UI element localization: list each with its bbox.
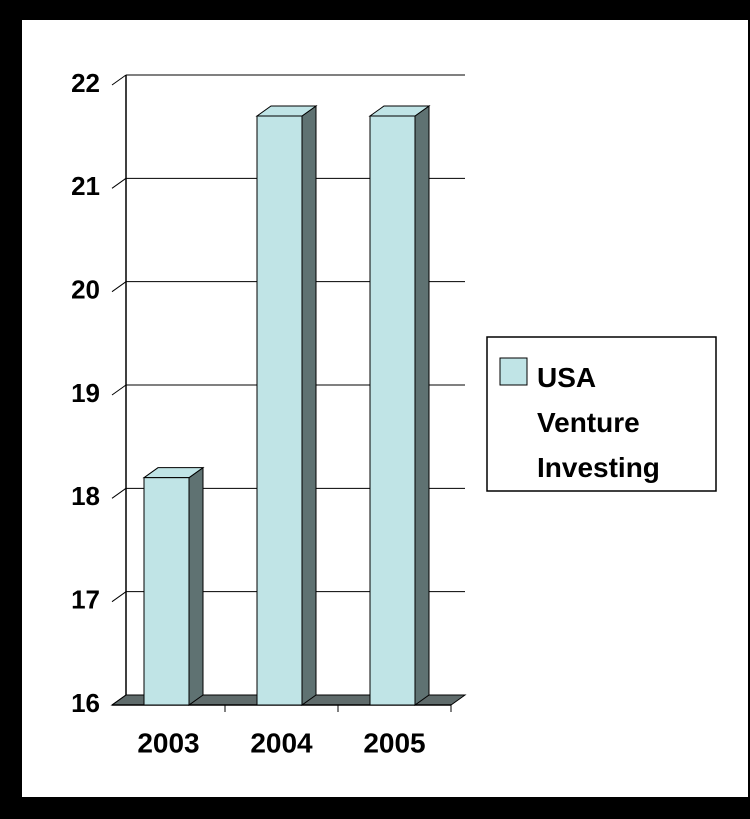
legend-swatch — [499, 357, 528, 386]
y-tick-label: 19 — [71, 378, 100, 408]
bar-side — [414, 105, 430, 706]
y-tick-label: 18 — [71, 481, 100, 511]
y-tick — [111, 694, 127, 706]
bar — [256, 115, 303, 706]
y-tick — [111, 74, 127, 86]
x-tick-label: 2005 — [363, 727, 425, 758]
y-tick — [111, 177, 127, 189]
y-tick — [111, 384, 127, 396]
x-tick-label: 2004 — [250, 727, 313, 758]
legend-label: USA Venture Investing — [537, 362, 660, 483]
bar — [143, 477, 190, 706]
bar — [369, 115, 416, 706]
bar-side — [301, 105, 317, 706]
bar-side — [188, 466, 204, 706]
y-tick-label: 22 — [71, 68, 100, 98]
x-tick-label: 2003 — [137, 727, 199, 758]
y-tick-label: 16 — [71, 688, 100, 718]
y-tick — [111, 281, 127, 293]
y-tick-label: 20 — [71, 275, 100, 305]
y-tick-label: 17 — [71, 585, 100, 615]
y-tick-label: 21 — [71, 171, 100, 201]
y-tick — [111, 487, 127, 499]
y-tick — [111, 591, 127, 603]
